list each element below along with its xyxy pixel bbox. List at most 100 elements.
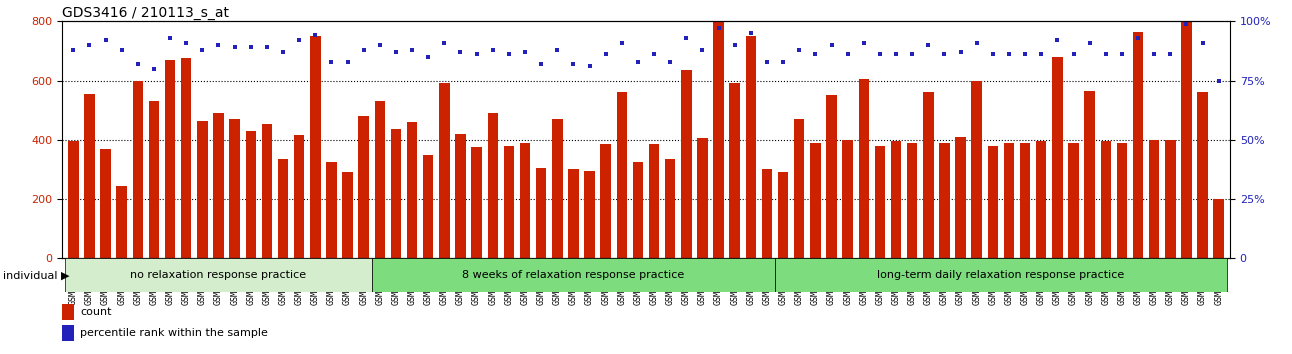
Point [450,49,470,55]
Bar [859,79,870,258]
Bar [713,21,724,258]
Point [611,40,632,45]
Bar [1198,92,1208,258]
Bar [827,95,837,258]
Point [1176,21,1196,27]
Bar [1101,141,1111,258]
Point [805,52,826,57]
Point [870,52,890,57]
Bar [422,155,433,258]
Text: GDS3416 / 210113_s_at: GDS3416 / 210113_s_at [62,6,229,20]
Point [289,38,310,43]
Point [402,47,422,52]
Bar [181,58,191,258]
Point [886,52,907,57]
Point [693,47,713,52]
Bar [1036,141,1047,258]
Point [1111,52,1132,57]
Point [950,49,970,55]
Point [531,61,552,67]
Point [966,40,987,45]
Point [1031,52,1052,57]
Point [1193,40,1213,45]
Point [417,54,438,59]
Point [1160,52,1181,57]
Bar [601,144,611,258]
Point [563,61,584,67]
Point [1047,38,1067,43]
Bar [1149,140,1159,258]
Text: count: count [80,307,111,317]
Bar [1116,143,1127,258]
Point [370,42,390,48]
Point [111,47,132,52]
Point [514,49,535,55]
Point [1128,35,1149,41]
Bar [922,92,934,258]
Point [193,47,213,52]
Point [160,35,181,41]
Text: 8 weeks of relaxation response practice: 8 weeks of relaxation response practice [463,270,685,280]
Point [63,47,84,52]
Bar [62,325,74,341]
Point [999,52,1019,57]
Bar [795,119,805,258]
Point [482,47,503,52]
Bar [84,94,94,258]
Bar [665,159,676,258]
Bar [487,113,497,258]
Bar [536,168,547,258]
Point [660,59,681,64]
Bar [68,141,79,258]
Bar [875,146,885,258]
Bar [633,162,643,258]
Point [337,59,358,64]
Point [1143,52,1164,57]
Bar [101,149,111,258]
Bar [649,144,659,258]
Bar [504,146,514,258]
Point [773,59,793,64]
Bar [116,186,127,258]
Bar [407,122,417,258]
Bar [230,119,240,258]
Point [1063,52,1084,57]
Bar [165,60,176,258]
Bar [1133,32,1143,258]
Bar [213,113,224,258]
Bar [698,138,708,258]
Bar [939,143,950,258]
Bar [955,137,966,258]
Point [96,38,116,43]
Bar [245,131,256,258]
Point [322,59,342,64]
Point [273,49,293,55]
Bar [519,143,530,258]
Point [143,66,164,72]
Bar [1068,143,1079,258]
Bar [730,84,740,258]
Bar [810,143,820,258]
Point [1014,52,1035,57]
Point [628,59,649,64]
Bar [358,116,370,258]
Point [757,59,778,64]
Point [353,47,373,52]
Bar [293,135,305,258]
Bar [568,170,579,258]
Bar [62,304,74,320]
Point [225,45,245,50]
Point [499,52,519,57]
Bar [326,162,337,258]
Point [128,61,149,67]
Bar [1019,143,1030,258]
Point [676,35,696,41]
Point [789,47,810,52]
Bar [455,134,465,258]
Bar [890,141,902,258]
Bar [972,80,982,258]
Bar [745,36,756,258]
Bar [681,70,691,258]
Bar [1004,143,1014,258]
Bar [149,101,159,258]
